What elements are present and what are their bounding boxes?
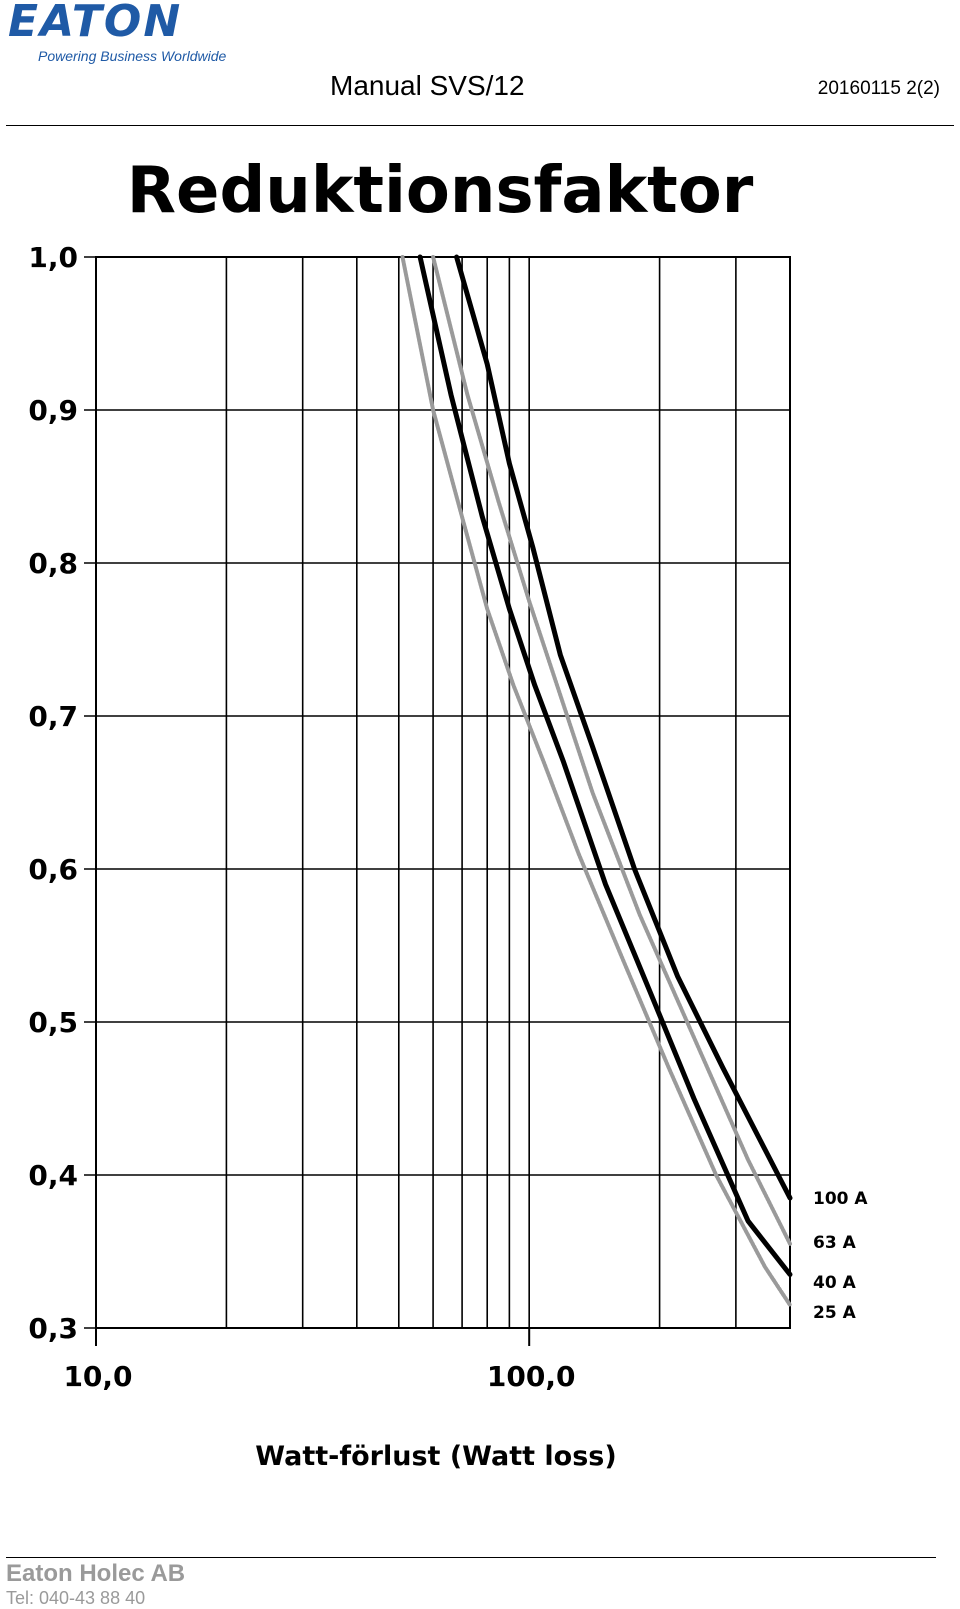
chart-title: Reduktionsfaktor	[127, 154, 754, 228]
legend-label-0: 100 A	[813, 1189, 868, 1209]
series-line-0	[454, 254, 793, 1201]
plot-frame	[95, 256, 791, 1329]
footer-company: Eaton Holec AB	[6, 1560, 186, 1587]
series-line-3	[400, 255, 792, 1307]
reduction-factor-chart: Reduktionsfaktor 0,3 0,4 0,5 0,6 0,7 0,8 0,9 1,…	[28, 154, 868, 1472]
series-line-2	[417, 254, 793, 1277]
legend-label-2: 40 A	[813, 1273, 857, 1293]
chart-grid	[84, 256, 791, 1346]
y-tick-label-7: 1,0	[28, 241, 78, 274]
logo-wordmark: EATON	[8, 0, 183, 47]
legend-label-1: 63 A	[813, 1233, 857, 1253]
x-tick-label-1: 100,0	[487, 1360, 576, 1393]
series-line-1	[431, 255, 792, 1246]
footer-phone: Tel: 040-43 88 40	[6, 1588, 146, 1608]
x-axis-label: Watt-förlust (Watt loss)	[255, 1441, 616, 1472]
y-tick-label-4: 0,7	[28, 700, 78, 733]
footer-divider	[6, 1557, 936, 1558]
document-reference: 20160115 2(2)	[817, 78, 940, 99]
y-tick-label-1: 0,4	[28, 1159, 78, 1192]
logo-tagline: Powering Business Worldwide	[38, 48, 227, 64]
tick-labels: 0,3 0,4 0,5 0,6 0,7 0,8 0,9 1,0 10,0 100,0	[28, 241, 575, 1393]
y-tick-label-2: 0,5	[28, 1006, 78, 1039]
y-tick-label-6: 0,9	[28, 394, 78, 427]
legend-label-3: 25 A	[813, 1303, 857, 1323]
y-tick-label-0: 0,3	[28, 1312, 78, 1345]
header-divider	[6, 125, 954, 126]
eaton-logo: EATON Powering Business Worldwide	[8, 0, 226, 68]
chart-legend: 100 A 63 A 40 A 25 A	[813, 1189, 868, 1323]
y-tick-label-3: 0,6	[28, 853, 78, 886]
chart-series	[400, 254, 793, 1307]
document-title: Manual SVS/12	[330, 70, 525, 101]
y-tick-label-5: 0,8	[28, 547, 78, 580]
x-tick-label-0: 10,0	[63, 1360, 132, 1393]
